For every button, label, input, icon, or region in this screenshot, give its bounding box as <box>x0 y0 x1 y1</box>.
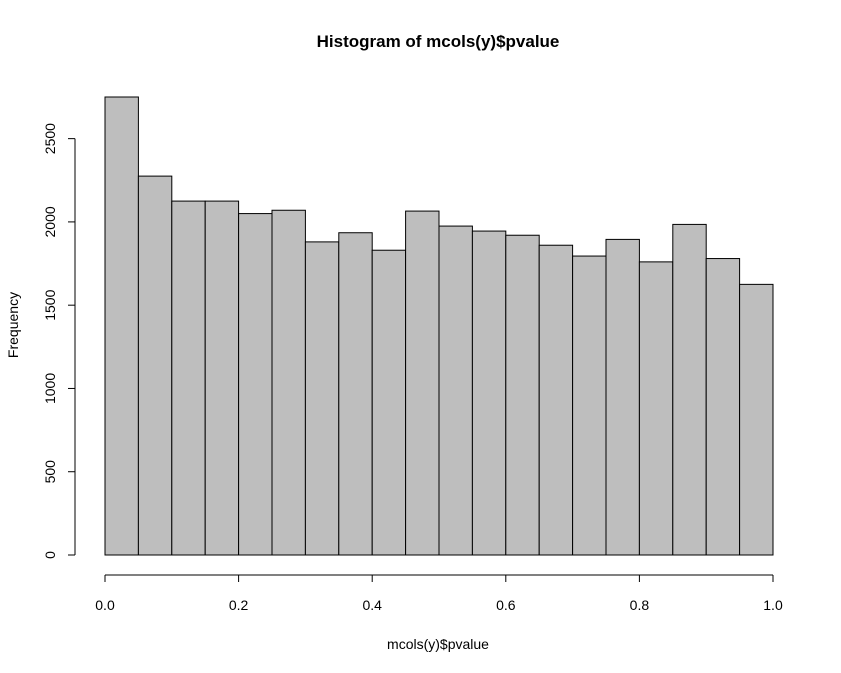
x-tick-label: 1.0 <box>763 597 783 613</box>
histogram-bar <box>572 255 607 556</box>
histogram-bar <box>137 175 173 556</box>
histogram-bar <box>638 261 674 556</box>
histogram-bar <box>505 234 540 556</box>
histogram-bar <box>304 241 340 556</box>
histogram-bar <box>739 283 774 556</box>
y-tick-label: 2500 <box>42 123 58 154</box>
histogram-bar <box>204 200 240 556</box>
x-axis: 0.0 0.2 0.4 0.6 0.8 1.0 <box>95 574 783 613</box>
x-tick-label: 0.0 <box>95 597 115 613</box>
x-tick-label: 0.8 <box>630 597 650 613</box>
x-axis-title: mcols(y)$pvalue <box>387 636 489 652</box>
y-tick-label: 1500 <box>42 289 58 320</box>
histogram-bar <box>538 244 574 556</box>
chart-title: Histogram of mcols(y)$pvalue <box>317 32 560 51</box>
histogram-bar <box>471 230 507 556</box>
bars-group <box>104 96 774 556</box>
y-axis-title: Frequency <box>5 292 21 358</box>
y-tick-label: 1000 <box>42 373 58 404</box>
x-tick-label: 0.6 <box>496 597 516 613</box>
histogram-bar <box>405 210 440 556</box>
histogram-bar <box>171 200 206 556</box>
y-tick-label: 0 <box>42 551 58 559</box>
histogram-bar <box>238 213 273 556</box>
histogram-bar <box>371 249 407 556</box>
histogram-bar <box>271 209 306 556</box>
histogram-bar <box>705 258 741 556</box>
histogram-bar <box>338 232 373 556</box>
histogram-bar <box>605 238 640 556</box>
y-axis: 0 500 1000 1500 2000 2500 <box>42 123 76 559</box>
x-tick-label: 0.2 <box>229 597 249 613</box>
y-tick-label: 500 <box>42 460 58 484</box>
histogram-bar <box>438 225 473 556</box>
x-tick-label: 0.4 <box>362 597 382 613</box>
histogram-bar <box>104 96 139 556</box>
y-tick-label: 2000 <box>42 206 58 237</box>
histogram-bar <box>672 223 707 556</box>
